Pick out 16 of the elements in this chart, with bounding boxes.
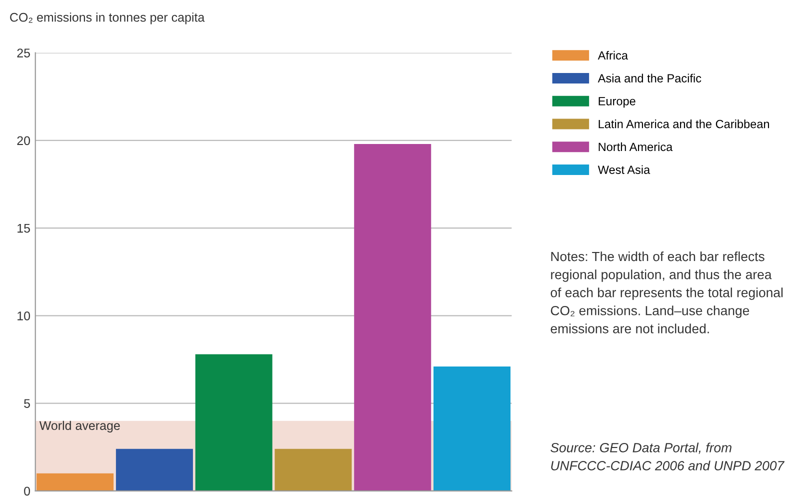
y-tick-label: 5 bbox=[24, 399, 30, 408]
legend-label: North America bbox=[598, 142, 673, 152]
y-tick-label: 10 bbox=[18, 311, 30, 320]
y-tick-label: 0 bbox=[24, 486, 30, 496]
band-label: World average bbox=[39, 420, 120, 432]
text: Notes: The width of each bar reflects regional population, and thus the area of each bar represents the total regional CO₂ emissions. Land–use change emissions are not included. bbox=[550, 252, 783, 334]
source-note: Source: GEO Data Portal, from UNFCCC-CDIAC 2006 and UNPD 2007 bbox=[550, 442, 785, 470]
y-tick-label: 15 bbox=[18, 224, 30, 233]
y-tick-label: 25 bbox=[17, 48, 30, 58]
legend-label: West Asia bbox=[598, 165, 650, 174]
legend-label: Europe bbox=[598, 97, 636, 108]
y-axis-title: CO₂ emissions in tonnes per capita bbox=[10, 12, 205, 24]
legend-label: Latin America and the Caribbean bbox=[598, 120, 770, 128]
y-tick-label: 20 bbox=[17, 136, 30, 146]
legend-label: Asia and the Pacific bbox=[598, 74, 702, 82]
legend-label: Africa bbox=[598, 50, 628, 60]
